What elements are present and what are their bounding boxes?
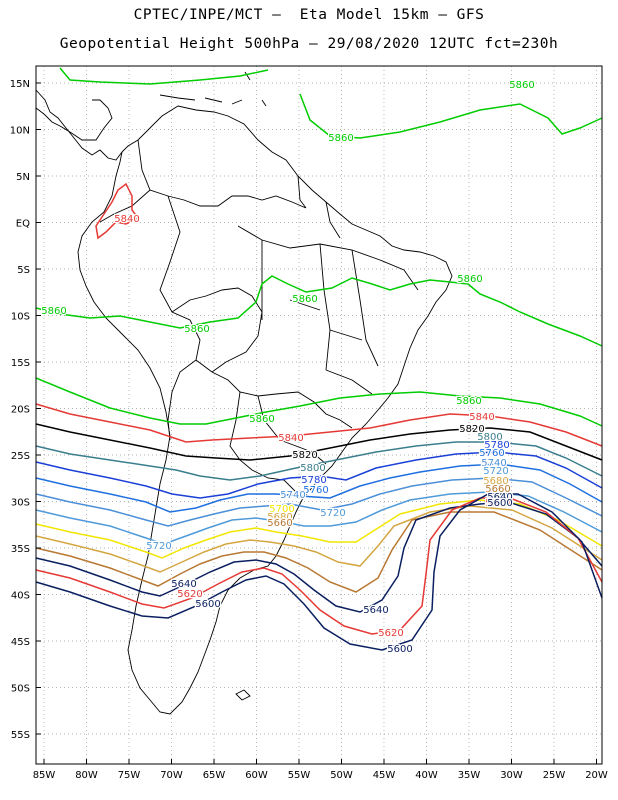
lon-tick-label: 70W: [160, 770, 183, 781]
contour-label-5780: 5780: [301, 475, 326, 486]
lat-tick-label: 5N: [16, 172, 30, 183]
contour-5620: [35, 497, 603, 635]
contour-label-5860: 5860: [184, 324, 209, 335]
map-background: [36, 66, 602, 764]
lon-tick-label: 35W: [458, 770, 481, 781]
contour-label-5860: 5860: [249, 414, 274, 425]
contour-label-5620: 5620: [177, 589, 202, 600]
lon-tick-label: 65W: [203, 770, 226, 781]
contour-5720: [35, 491, 603, 545]
contour-label-5660: 5660: [485, 484, 510, 495]
contour-label-5620: 5620: [485, 498, 510, 509]
lon-tick-label: 75W: [118, 770, 141, 781]
lon-tick-label: 40W: [415, 770, 438, 781]
central-america-north-coast: [35, 99, 113, 141]
contour-5840-south: [35, 403, 603, 447]
lon-tick-label: 85W: [33, 770, 56, 781]
contour-label-5860: 5860: [292, 294, 317, 305]
lon-tick-label: 50W: [330, 770, 353, 781]
contour-label-5680: 5680: [267, 512, 292, 523]
contour-label-5640: 5640: [487, 492, 512, 503]
contour-label-5820: 5820: [459, 424, 484, 435]
coastlines-and-borders: [35, 71, 453, 715]
contour-5840-amazon: [95, 182, 140, 240]
contour-5860-north: [59, 67, 603, 139]
contour-label-5720: 5720: [483, 466, 508, 477]
height-contours: [35, 67, 603, 651]
contour-label-5760: 5760: [479, 448, 504, 459]
lon-tick-label: 55W: [288, 770, 311, 781]
lon-tick-label: 25W: [543, 770, 566, 781]
chart-title-line1: CPTEC/INPE/MCT – Eta Model 15km – GFS: [133, 7, 485, 23]
contour-5780: [35, 451, 603, 499]
contour-label-5720: 5720: [146, 541, 171, 552]
lat-tick-label: 30S: [11, 498, 30, 509]
lon-tick-label: 30W: [500, 770, 523, 781]
falkland-islands: [235, 689, 251, 701]
contour-label-5840: 5840: [114, 214, 139, 225]
contour-label-5860: 5860: [457, 274, 482, 285]
contour-5760: [35, 463, 603, 513]
contour-label-5740: 5740: [481, 458, 506, 469]
contour-5820: [35, 423, 603, 461]
central-america-coast: [35, 89, 123, 161]
lon-tick-label: 60W: [245, 770, 268, 781]
lat-tick-label: 40S: [11, 591, 30, 602]
contour-label-5660: 5660: [267, 518, 292, 529]
brazil-states: [237, 225, 419, 395]
lat-tick-label: 45S: [11, 637, 30, 648]
lat-tick-label: 20S: [11, 405, 30, 416]
lat-tick-label: 15S: [11, 358, 30, 369]
contour-label-5640: 5640: [171, 579, 196, 590]
contour-labels: 5860 5860 5840 5860 5860 5860 5860 5860 5860 5840…: [40, 79, 536, 657]
contour-label-5760: 5760: [303, 485, 328, 496]
lat-tick-label: EQ: [16, 219, 30, 230]
contour-label-5740: 5740: [280, 490, 305, 501]
contour-5740: [35, 477, 603, 527]
contour-5860-south-tropical: [35, 275, 603, 347]
lat-tick-label: 55S: [11, 730, 30, 741]
contour-label-5800: 5800: [477, 432, 502, 443]
contour-label-5700: 5700: [269, 504, 294, 515]
contour-5800: [35, 441, 603, 481]
contour-label-5780: 5780: [484, 440, 509, 451]
contour-label-5620: 5620: [378, 628, 403, 639]
contour-label-5720: 5720: [320, 508, 345, 519]
contour-label-5640: 5640: [363, 605, 388, 616]
lon-tick-label: 80W: [75, 770, 98, 781]
contour-label-5860: 5860: [456, 396, 481, 407]
contour-label-5860: 5860: [328, 133, 353, 144]
contour-label-5820: 5820: [292, 450, 317, 461]
chart-title-line2: Geopotential Height 500hPa – 29/08/2020 …: [59, 36, 559, 52]
map-frame: [35, 65, 603, 765]
contour-label-5800: 5800: [300, 463, 325, 474]
lon-tick-label: 20W: [585, 770, 608, 781]
south-america-outline: [77, 105, 453, 715]
lat-tick-label: 10S: [11, 312, 30, 323]
contour-5660: [35, 511, 603, 593]
lon-tick-label: 45W: [373, 770, 396, 781]
lat-tick-label: 10N: [10, 126, 30, 137]
lat-tick-label: 25S: [11, 451, 30, 462]
contour-label-5840: 5840: [278, 433, 303, 444]
contour-5640: [35, 501, 603, 613]
lat-tick-label: 35S: [11, 544, 30, 555]
lat-tick-label: 15N: [10, 79, 30, 90]
contour-5600: [35, 493, 603, 651]
country-borders: [99, 139, 353, 493]
contour-label-5860: 5860: [509, 80, 534, 91]
contour-label-5680: 5680: [483, 476, 508, 487]
lat-tick-label: 50S: [11, 684, 30, 695]
contour-label-5600: 5600: [487, 498, 512, 509]
contour-5860-subtropical: [35, 377, 603, 427]
axis-labels: 15N 10N 5N EQ 5S 10S 15S 20S 25S 30S 35S 40S 45S 50S 5…: [10, 79, 608, 781]
lat-tick-label: 5S: [17, 265, 30, 276]
contour-label-5860: 5860: [41, 306, 66, 317]
contour-label-5600: 5600: [387, 644, 412, 655]
contour-label-5840: 5840: [469, 412, 494, 423]
contour-label-5600: 5600: [195, 599, 220, 610]
caribbean-islands: [159, 71, 267, 107]
